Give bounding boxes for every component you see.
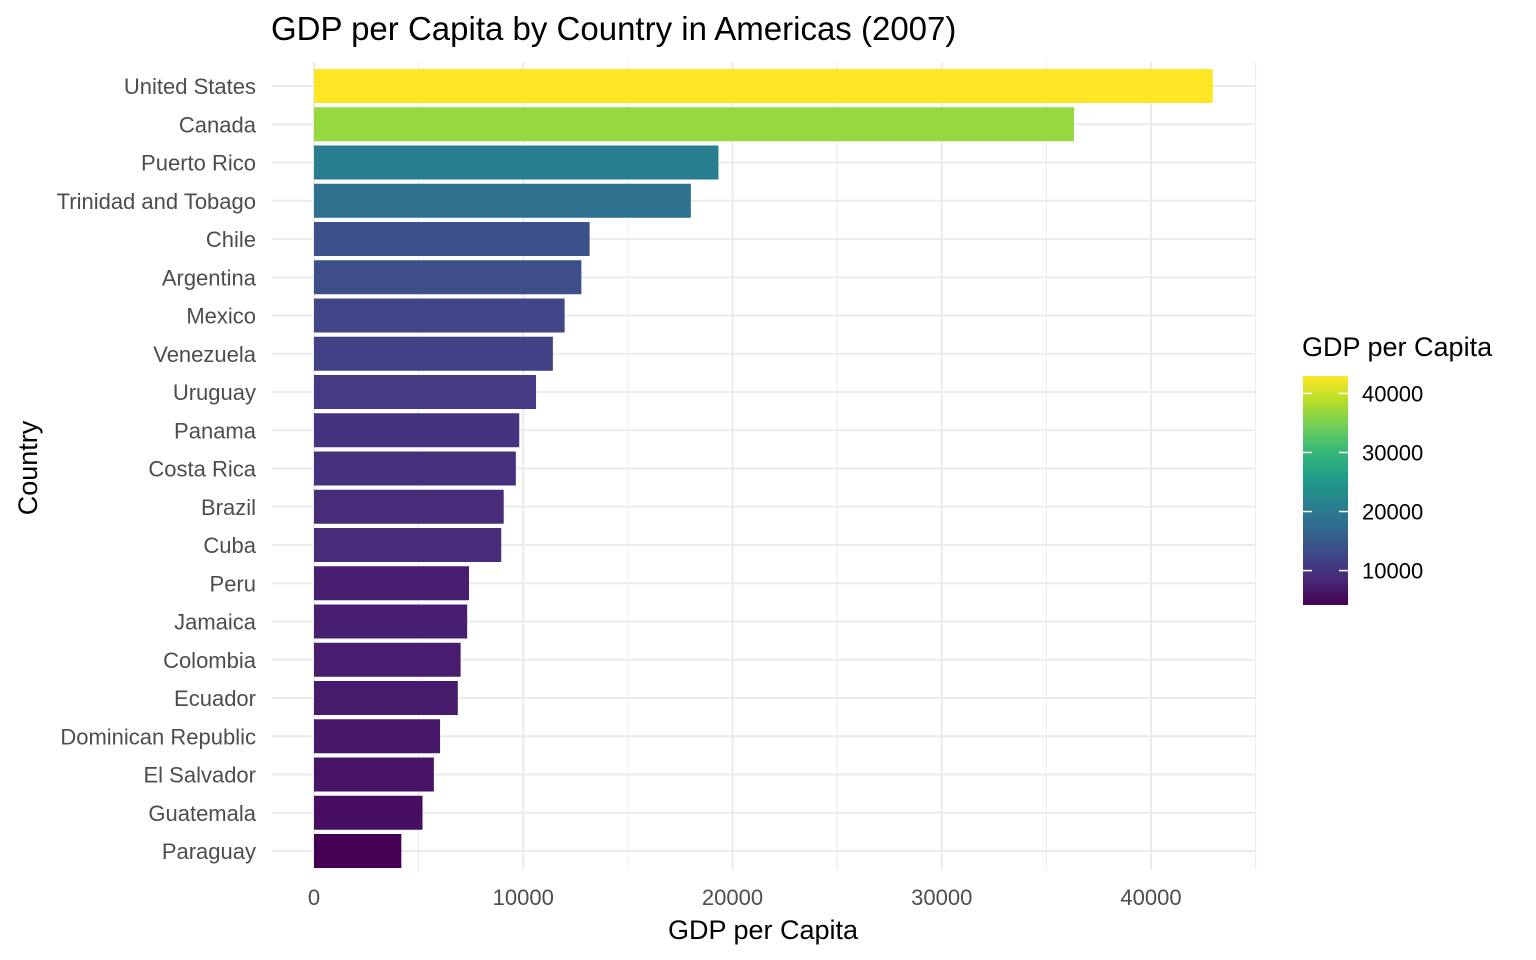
bars [314, 69, 1213, 868]
y-tick-label: Mexico [186, 304, 256, 329]
y-tick-label: Argentina [162, 265, 257, 290]
y-tick-label: Canada [179, 112, 257, 137]
y-tick-label: Dominican Republic [60, 724, 256, 749]
bar [314, 566, 470, 601]
legend-title: GDP per Capita [1302, 332, 1493, 362]
y-tick-label: Venezuela [153, 342, 257, 367]
bar [314, 375, 537, 409]
bar [314, 222, 590, 256]
y-tick-label: Chile [206, 227, 256, 252]
x-tick-label: 0 [308, 885, 320, 910]
y-tick-label: Paraguay [162, 839, 256, 864]
bar [314, 642, 461, 677]
y-tick-label: Brazil [201, 495, 256, 520]
x-tick-label: 40000 [1120, 885, 1181, 910]
x-tick-label: 30000 [911, 885, 972, 910]
bar [314, 107, 1074, 142]
legend-tick-label: 40000 [1362, 381, 1423, 406]
bar [314, 336, 553, 371]
bar [314, 757, 434, 792]
y-tick-label: Puerto Rico [141, 151, 256, 176]
legend-color-bar [1303, 376, 1348, 605]
y-tick-label: Costa Rica [148, 457, 256, 482]
y-tick-label: Jamaica [174, 610, 257, 635]
y-axis-tick-labels: United States Canada Puerto Rico Trinidad a… [57, 74, 257, 864]
bar [314, 834, 402, 868]
x-axis-title: GDP per Capita [668, 915, 859, 945]
x-tick-label: 20000 [702, 885, 763, 910]
bar [314, 795, 423, 830]
bar [314, 451, 516, 486]
y-tick-label: Peru [210, 571, 256, 596]
y-tick-label: Colombia [163, 648, 257, 673]
x-axis-tick-labels: 0 10000 20000 30000 40000 [308, 885, 1182, 910]
legend-tick-label: 20000 [1362, 500, 1423, 525]
bar [314, 681, 458, 715]
bar [314, 719, 441, 754]
legend-ticks: 40000 30000 20000 10000 [1303, 381, 1423, 584]
y-tick-label: Panama [174, 418, 257, 443]
y-tick-label: Guatemala [148, 801, 256, 826]
bar [314, 183, 691, 218]
y-axis-title: Country [13, 420, 43, 515]
color-legend: GDP per Capita 40000 30000 20000 10000 [1302, 332, 1493, 605]
y-tick-label: United States [124, 74, 256, 99]
chart-title: GDP per Capita by Country in Americas (2… [271, 10, 957, 47]
y-tick-label: Trinidad and Tobago [57, 189, 256, 214]
bar [314, 260, 582, 295]
bar [314, 413, 520, 448]
y-tick-label: Cuba [203, 533, 256, 558]
x-tick-label: 10000 [493, 885, 554, 910]
bar [314, 69, 1213, 103]
bar [314, 489, 504, 524]
y-tick-label: Uruguay [173, 380, 256, 405]
legend-tick-label: 30000 [1362, 440, 1423, 465]
bar [314, 604, 468, 639]
bar [314, 145, 719, 180]
bar [314, 528, 502, 562]
y-tick-label: Ecuador [174, 686, 256, 711]
bar [314, 298, 565, 333]
legend-tick-label: 10000 [1362, 559, 1423, 584]
y-tick-label: El Salvador [143, 763, 256, 788]
